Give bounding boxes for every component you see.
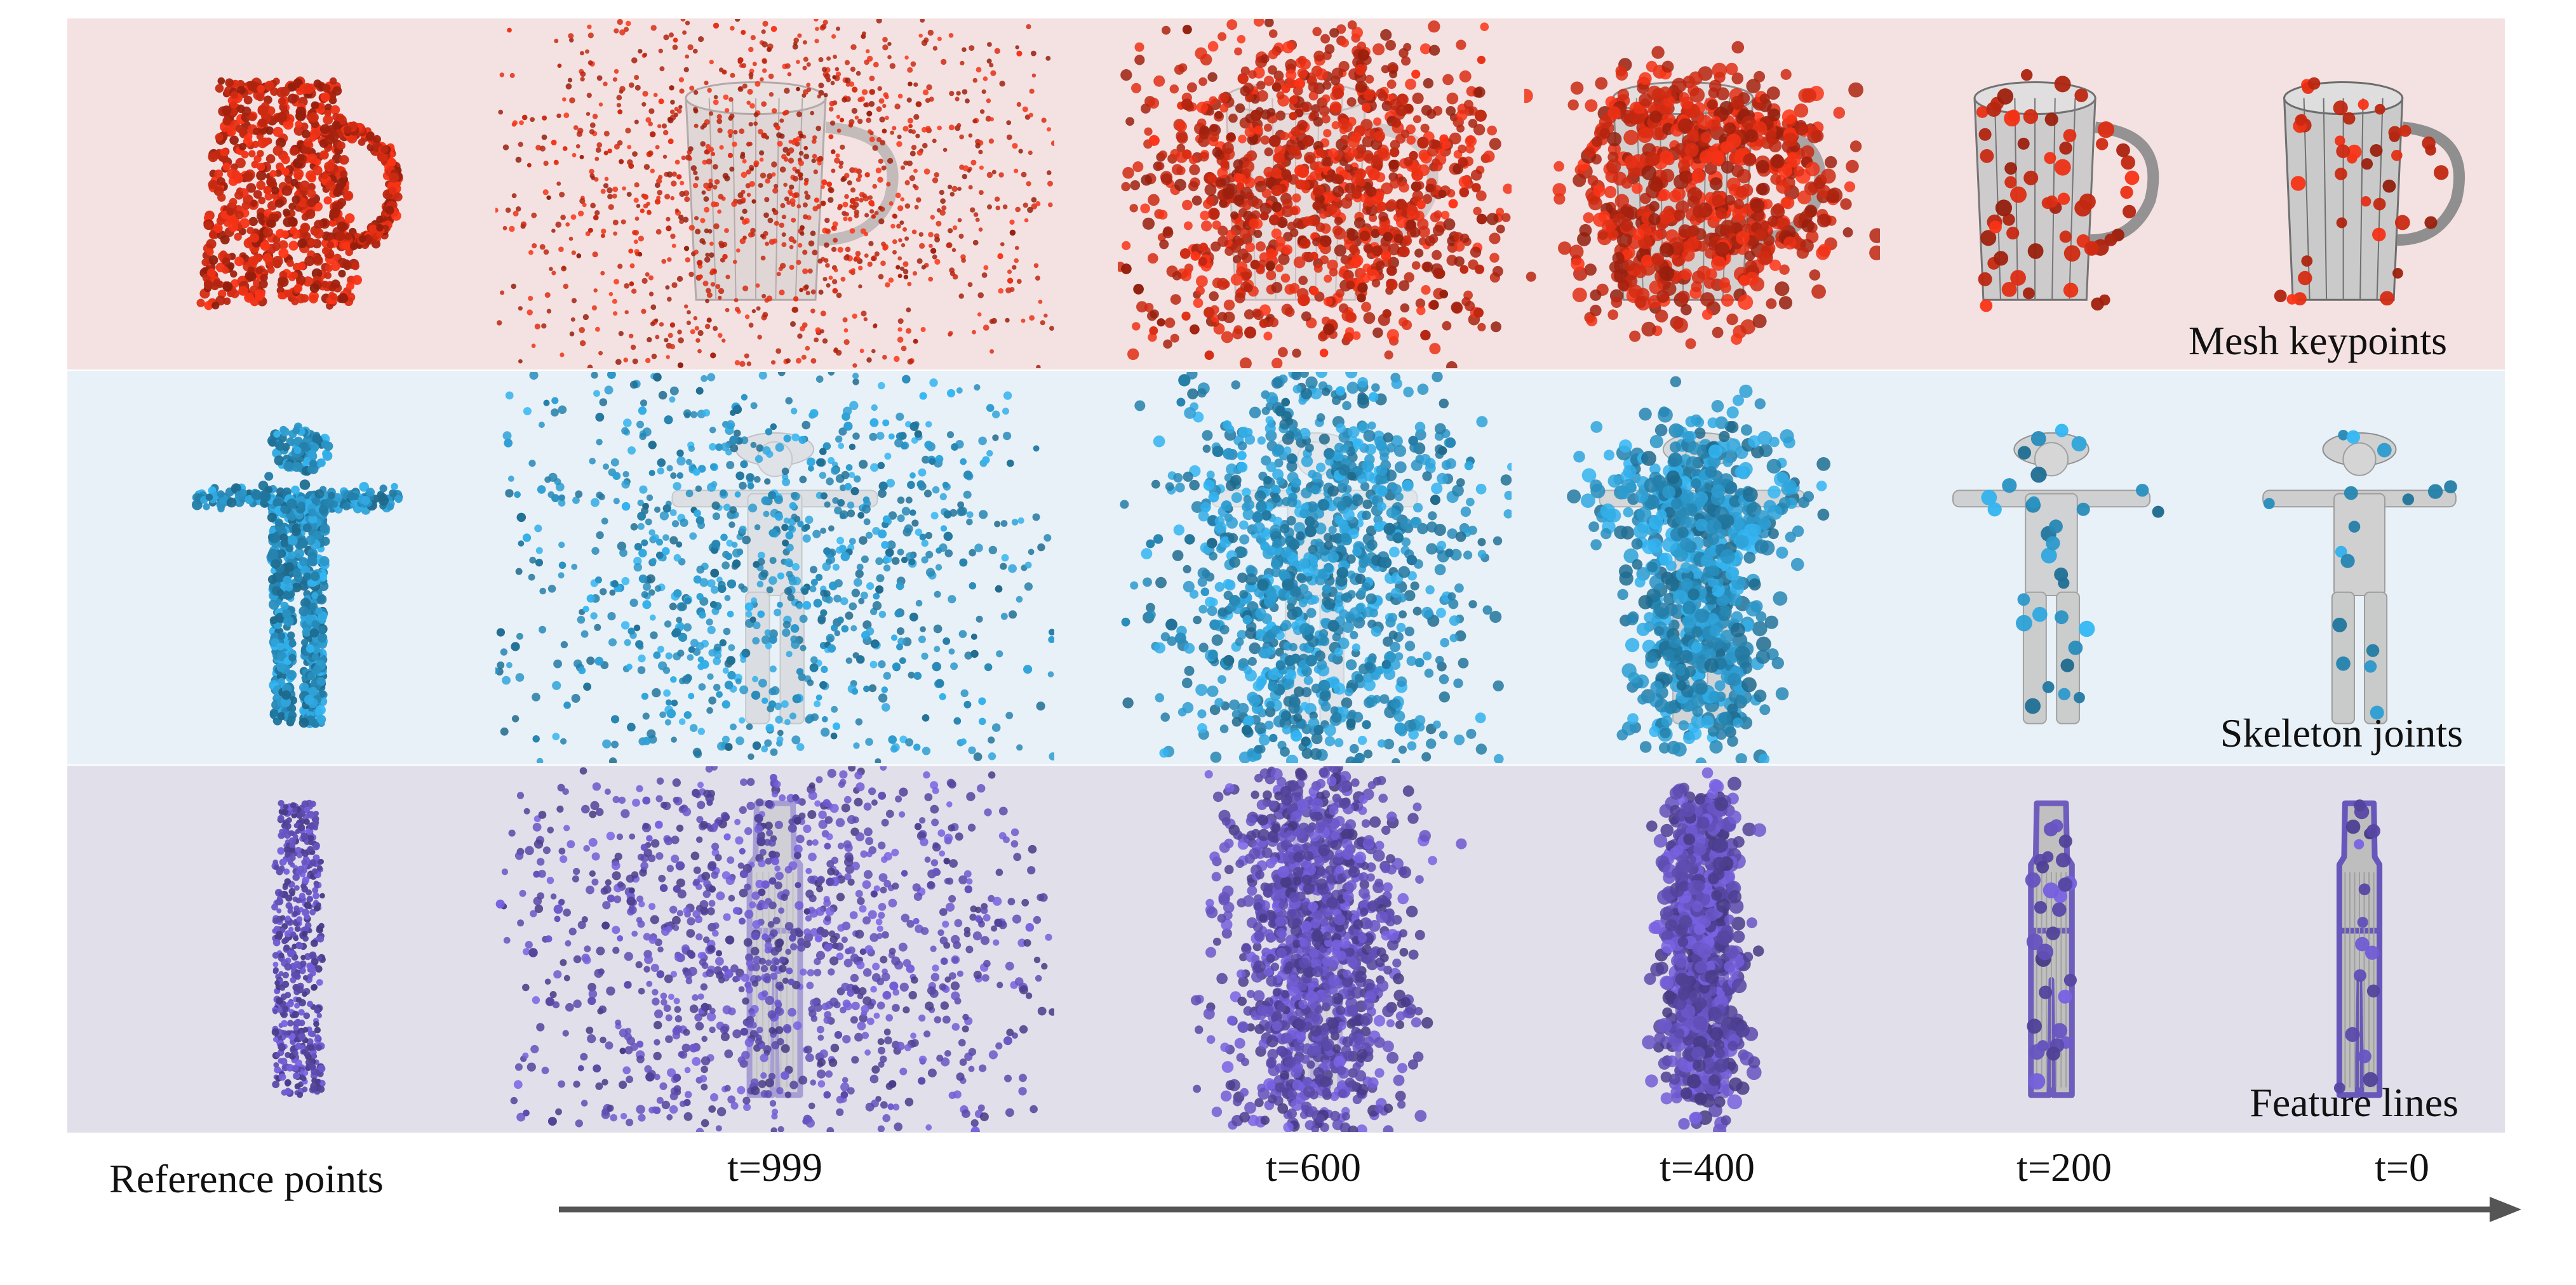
row-label-skeleton-joints: Skeleton joints	[2220, 710, 2463, 756]
timestep-label-0: t=0	[2375, 1145, 2429, 1190]
diffusion-cell-mug-1	[1118, 19, 1512, 368]
point-cloud-svg	[1973, 69, 2159, 312]
point-cloud-svg	[495, 19, 1054, 368]
point-cloud-svg	[2025, 800, 2077, 1098]
timestep-label-400: t=400	[1660, 1145, 1755, 1190]
point-cloud	[1567, 376, 1831, 763]
point-cloud	[495, 19, 1054, 368]
point-cloud-svg	[2262, 430, 2457, 724]
point-cloud	[2025, 819, 2077, 1090]
point-cloud-svg	[1120, 372, 1512, 763]
reference-cell-garment	[121, 766, 476, 1132]
mesh-surface	[1952, 432, 2151, 724]
diffusion-cell-garment-2	[1524, 766, 1880, 1132]
time-arrow	[559, 1197, 2521, 1222]
diffusion-cell-mug-2	[1524, 19, 1880, 368]
row-label-mesh-keypoints: Mesh keypoints	[2188, 318, 2447, 363]
point-cloud-svg	[2274, 77, 2465, 306]
mesh-surface	[2283, 81, 2465, 301]
point-cloud	[1642, 767, 1766, 1132]
point-cloud	[495, 372, 1054, 763]
reference-cell-figure	[121, 372, 476, 763]
point-cloud-svg	[271, 799, 326, 1098]
point-cloud-svg	[1567, 376, 1831, 763]
diffusion-cell-garment-4	[2210, 766, 2509, 1132]
point-cloud	[2263, 430, 2457, 720]
point-cloud	[1524, 41, 1880, 349]
diffusion-cell-figure-3	[1899, 372, 2204, 763]
mesh-surface	[2262, 432, 2457, 724]
point-cloud	[1120, 372, 1512, 763]
point-cloud	[271, 799, 326, 1098]
timestep-label-600: t=600	[1266, 1145, 1361, 1190]
timestep-label-200: t=200	[2016, 1145, 2112, 1190]
point-cloud-svg	[196, 76, 403, 310]
point-cloud	[1191, 766, 1467, 1132]
point-cloud-svg	[2333, 799, 2383, 1098]
point-cloud-svg	[1524, 41, 1880, 349]
point-cloud	[1118, 19, 1512, 368]
point-cloud-svg	[495, 766, 1054, 1132]
point-cloud	[2274, 77, 2449, 306]
point-cloud-svg	[495, 372, 1054, 763]
point-cloud-svg	[1952, 423, 2164, 724]
point-cloud	[1981, 423, 2164, 714]
point-cloud-svg	[1118, 19, 1512, 368]
point-cloud	[196, 76, 403, 310]
reference-cell-mug	[121, 19, 476, 368]
point-cloud	[2333, 799, 2380, 1094]
point-cloud	[1976, 69, 2140, 312]
timestep-label-999: t=999	[727, 1145, 822, 1190]
diffusion-cell-mug-3	[1899, 19, 2204, 368]
diffusion-cell-garment-0	[495, 766, 1054, 1132]
diffusion-cell-garment-3	[1899, 766, 2204, 1132]
diffusion-cell-garment-1	[1118, 766, 1512, 1132]
point-cloud	[192, 422, 403, 728]
diffusion-cell-mug-4	[2210, 19, 2509, 368]
diffusion-cell-mug-0	[495, 19, 1054, 368]
point-cloud-svg	[1642, 767, 1766, 1132]
diffusion-cell-figure-0	[495, 372, 1054, 763]
point-cloud-svg	[192, 422, 403, 728]
reference-points-label: Reference points	[109, 1156, 384, 1201]
point-cloud	[495, 766, 1054, 1132]
diffusion-cell-figure-4	[2210, 372, 2509, 763]
diffusion-cell-figure-1	[1118, 372, 1512, 763]
diffusion-cell-figure-2	[1524, 372, 1880, 763]
point-cloud-svg	[1191, 766, 1467, 1132]
row-label-feature-lines: Feature lines	[2250, 1080, 2459, 1125]
